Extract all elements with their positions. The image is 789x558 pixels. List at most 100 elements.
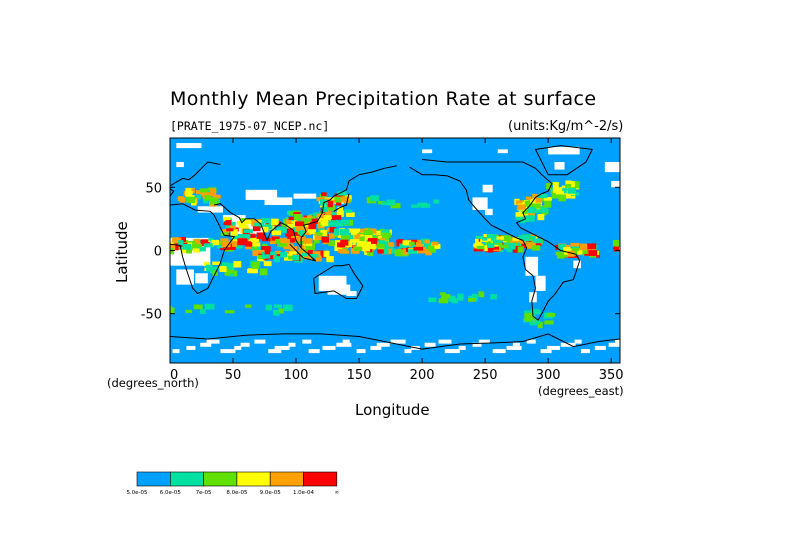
rain-cell	[584, 252, 591, 256]
dry-region	[574, 339, 582, 344]
rain-cell	[236, 244, 243, 249]
rain-cell	[289, 251, 297, 259]
rain-cell	[537, 214, 545, 221]
rain-cell	[612, 239, 620, 247]
rain-cell	[383, 247, 389, 255]
dry-region	[404, 349, 412, 354]
rain-cell	[579, 243, 588, 251]
rain-cell	[556, 251, 565, 259]
rain-cell	[558, 244, 566, 251]
rain-cell	[376, 243, 385, 249]
y-axis-note: (degrees_east)	[538, 384, 624, 398]
rain-cell	[340, 196, 350, 203]
dry-region	[611, 180, 620, 188]
file-name: [PRATE_1975-07_NCEP.nc]	[170, 119, 330, 133]
rain-cell	[487, 246, 493, 253]
rain-cell	[200, 309, 206, 314]
rain-cell	[321, 206, 329, 213]
rain-cell	[274, 256, 281, 263]
dry-region	[172, 349, 180, 354]
rain-cell	[273, 309, 280, 316]
rain-cell	[209, 266, 217, 274]
rain-cell	[570, 242, 580, 247]
rain-cell	[492, 246, 499, 250]
rain-cell	[546, 183, 552, 190]
x-tick-label: 250	[473, 368, 498, 383]
rain-cell	[287, 224, 293, 230]
dry-region	[497, 149, 508, 154]
rain-cell	[524, 212, 531, 216]
rain-cell	[506, 239, 513, 245]
rain-cell	[428, 297, 437, 303]
rain-cell	[377, 246, 384, 254]
rain-cell	[425, 248, 432, 256]
rain-cell	[252, 224, 261, 232]
rain-cell	[288, 211, 298, 216]
rain-cell	[286, 228, 293, 234]
rain-cell	[381, 235, 390, 242]
rain-cell	[331, 215, 342, 220]
colorbar-label: 9.0e-05	[260, 490, 282, 496]
rain-cell	[357, 234, 364, 239]
rain-cell	[221, 262, 230, 268]
colorbar-label: 5.0e-05	[126, 490, 148, 496]
rain-cell	[247, 268, 257, 273]
dry-region	[608, 342, 620, 347]
rain-cell	[512, 237, 520, 241]
rain-cell	[534, 196, 543, 203]
rain-cell	[324, 220, 335, 227]
rain-cell	[349, 235, 357, 241]
x-tick-label: 0	[170, 368, 178, 383]
rain-cell	[517, 204, 526, 210]
rain-cell	[521, 210, 528, 214]
rain-cell	[325, 211, 333, 217]
rain-cell	[427, 245, 435, 251]
rain-cell	[267, 251, 277, 256]
rain-cell	[323, 250, 330, 258]
rain-cell	[537, 193, 548, 199]
rain-cell	[402, 240, 412, 246]
rain-cell	[438, 298, 449, 304]
rain-cell	[294, 221, 305, 227]
rain-cell	[313, 237, 320, 244]
rain-cell	[233, 261, 242, 268]
rain-cell	[186, 196, 196, 203]
rain-cell	[212, 261, 221, 266]
units-label: (units:Kg/m^-2/s)	[508, 119, 624, 134]
rain-cell	[270, 218, 279, 226]
dry-region	[548, 146, 580, 155]
rain-cell	[305, 243, 315, 251]
rain-cell	[381, 201, 387, 206]
rain-cell	[381, 229, 390, 233]
rain-cell	[551, 190, 559, 196]
dry-region	[288, 342, 296, 347]
dry-region	[594, 345, 606, 350]
rain-cell	[209, 189, 217, 197]
rain-cell	[257, 254, 266, 260]
rain-cell	[501, 244, 510, 248]
rain-cell	[338, 248, 347, 253]
dry-region	[245, 189, 278, 200]
rain-cell	[276, 254, 283, 258]
x-axis-note: (degrees_north)	[107, 376, 199, 390]
dry-region	[176, 162, 184, 168]
rain-cell	[334, 221, 344, 227]
rain-cell	[390, 248, 396, 254]
rain-cell	[265, 304, 273, 311]
rain-cell	[245, 242, 253, 247]
rain-cell	[304, 238, 313, 244]
rain-cell	[253, 238, 259, 243]
rain-cell	[273, 304, 282, 308]
colorbar-swatch	[203, 471, 238, 487]
rain-cell	[337, 210, 344, 217]
rain-cell	[274, 250, 281, 255]
rain-cell	[314, 233, 322, 241]
rain-cell	[302, 252, 308, 257]
rain-cell	[525, 215, 535, 222]
rain-cell	[526, 242, 536, 249]
colorbar-swatch	[170, 471, 204, 487]
rain-cell	[178, 196, 184, 201]
dry-region	[478, 339, 490, 344]
rain-cell	[271, 236, 280, 241]
rain-cell	[298, 226, 309, 232]
